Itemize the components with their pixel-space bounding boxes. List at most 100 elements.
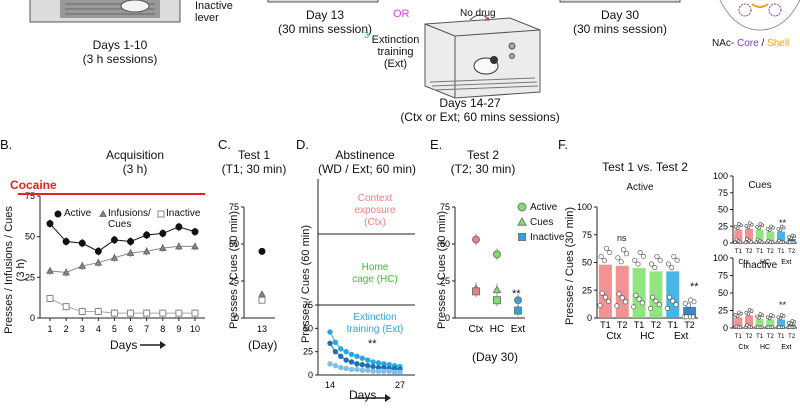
acq-point: [62, 268, 70, 276]
active-subject-point: [622, 299, 628, 305]
cues-title: Cues: [748, 180, 772, 191]
day30-sub: (30 mins session): [572, 22, 668, 36]
cues-subject-point: [787, 235, 791, 239]
panel-d-letter: D.: [296, 137, 309, 152]
acq-point: [159, 309, 167, 317]
inactive-title: Inactive: [742, 260, 778, 271]
legend-e-active-marker: [517, 202, 527, 212]
active-y-tick-label: 75: [582, 230, 592, 240]
inactive-subject-point: [744, 310, 749, 315]
active-y-tick-label: 50: [582, 258, 592, 268]
active-subject-point: [597, 302, 603, 308]
test2-y-tick-label: 50: [440, 239, 450, 249]
active-subject-point: [619, 295, 625, 301]
active-subject-point: [639, 300, 645, 306]
abst-point: [338, 346, 344, 352]
acq-x-tick-label: 6: [128, 324, 133, 334]
operant-box-1: [29, 0, 181, 23]
active-subject-point: [671, 254, 677, 260]
panel-b-xlabel: Days: [110, 338, 138, 352]
cues-test-label: T2: [745, 249, 753, 255]
active-test-label: T1: [600, 320, 611, 330]
inactive-test-label: T1: [777, 334, 785, 340]
inactive-bar: [777, 319, 785, 328]
acq-point: [94, 307, 102, 315]
inactive-subject-point: [733, 313, 738, 317]
test1-y-tick-label: 75: [229, 202, 239, 212]
active-subject-point: [669, 265, 675, 271]
test2-x-tick-label: Ctx: [469, 324, 484, 335]
cues-subject-point: [755, 237, 760, 242]
acq-x-tick-label: 10: [190, 324, 200, 334]
acq-x-tick-label: 1: [47, 324, 52, 334]
abst-point: [364, 367, 371, 374]
panel-e-title: Test 2: [466, 148, 499, 162]
cues-subject-point: [743, 240, 748, 245]
active-subject-point: [636, 296, 642, 302]
abst-point: [386, 368, 392, 374]
acq-point: [127, 309, 135, 317]
active-subject-point: [674, 257, 680, 263]
test2-point: [493, 250, 501, 259]
test2-point: [472, 235, 480, 244]
cues-bar: [734, 229, 743, 243]
active-test-label: T1: [667, 320, 678, 330]
cues-subject-point: [790, 233, 795, 238]
abst-point: [343, 357, 349, 363]
active-subject-point: [614, 303, 620, 309]
active-group-label: Ctx: [606, 331, 621, 342]
active-subject-point: [624, 251, 630, 257]
inactive-bar: [755, 318, 764, 328]
panel-f-title: Test 1 vs. Test 2: [602, 160, 688, 174]
acq-point: [127, 238, 135, 246]
active-subject-point: [599, 290, 605, 296]
cues-group-label: HC: [760, 259, 770, 266]
cues-y-tick-label: 75: [718, 188, 728, 198]
acq-point: [191, 309, 199, 317]
inactive-y-tick-label: 0: [723, 323, 728, 333]
active-bar: [683, 306, 697, 318]
abst-point: [348, 366, 355, 373]
inactive-test-label: T2: [745, 334, 753, 340]
legend-e-cues-marker: [517, 216, 527, 226]
legend-e-inactive-marker: [518, 233, 526, 241]
brain-diagram: [719, 0, 800, 31]
active-subject-point: [632, 257, 638, 263]
active-y-tick-label: 100: [577, 202, 592, 212]
cues-subject-point: [733, 224, 738, 229]
active-subject-point: [618, 259, 624, 265]
acq-point: [175, 223, 183, 231]
panel-c-subtitle: (T1; 30 min): [221, 162, 287, 176]
active-subject-point: [657, 257, 663, 263]
cues-subject-point: [744, 224, 749, 228]
acq-x-tick-label: 3: [80, 324, 85, 334]
cues-bar: [777, 231, 785, 243]
days-14-27-label: Days 14-27: [439, 96, 501, 110]
cues-subject-point: [745, 237, 749, 241]
abst-point: [354, 366, 360, 373]
active-subject-point: [665, 261, 671, 267]
active-subject-point: [598, 254, 604, 260]
abst-point: [397, 369, 403, 375]
abst-y-tick-label: 25: [303, 347, 313, 357]
test1-y-tick-label: 50: [229, 239, 239, 249]
acq-point: [191, 228, 199, 236]
active-subject-point: [649, 261, 655, 267]
panel-e-letter: E.: [430, 137, 443, 152]
panel-e-xlabel: (Day 30): [472, 350, 519, 364]
active-y-tick-label: 0: [587, 313, 592, 323]
legend-active-label: Active: [64, 208, 92, 219]
inactive-subject-point: [776, 315, 781, 320]
inactive-y-tick-label: 75: [718, 271, 728, 281]
active-subject-point: [650, 294, 656, 300]
abst-point: [332, 339, 339, 346]
inactive-test-label: T2: [767, 334, 775, 340]
abst-point: [343, 365, 349, 372]
inactive-subject-point: [758, 312, 763, 316]
cues-subject-point: [734, 237, 739, 242]
inactive-group-label: HC: [760, 344, 770, 351]
active-subject-point: [656, 302, 662, 308]
abst-point: [343, 348, 349, 355]
